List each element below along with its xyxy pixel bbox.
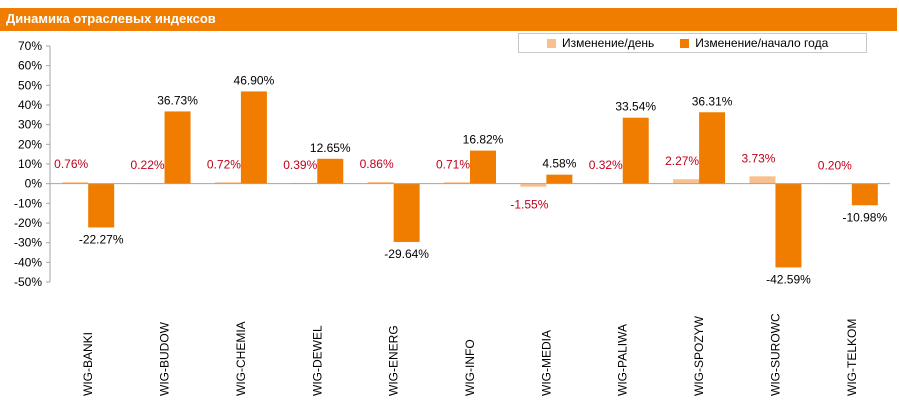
chart-title-bar: Динамика отраслевых индексов — [0, 8, 897, 31]
data-label-ytd: 36.31% — [692, 94, 733, 108]
data-label-daily: 0.22% — [131, 158, 165, 172]
y-tick-label: 20% — [18, 137, 42, 151]
legend-swatch-ytd — [680, 38, 690, 48]
x-tick-label: WIG-SUROWC — [768, 313, 782, 396]
x-tick-label: WIG-BANKI — [81, 332, 95, 396]
y-tick-label: -40% — [14, 255, 42, 269]
x-tick-label: WIG-TELKOM — [845, 319, 859, 396]
data-label-daily: 0.32% — [589, 158, 623, 172]
x-tick-label: WIG-DEWEL — [310, 325, 324, 396]
data-label-daily: 0.39% — [283, 158, 317, 172]
data-label-daily: -1.55% — [510, 198, 548, 212]
data-label-daily: 3.73% — [741, 151, 775, 165]
legend: Изменение/день Изменение/начало года — [518, 33, 867, 53]
bar-daily — [673, 179, 700, 184]
y-tick-label: -30% — [14, 236, 42, 250]
y-tick-label: 40% — [18, 98, 42, 112]
bar-daily — [444, 182, 470, 184]
x-tick-label: WIG-INFO — [463, 339, 477, 396]
x-tick-label: WIG-ENERG — [387, 325, 401, 396]
y-tick-label: -20% — [14, 216, 42, 230]
bar-ytd — [775, 183, 802, 268]
data-label-daily: 0.86% — [360, 157, 394, 171]
legend-swatch-daily — [547, 38, 556, 48]
bar-ytd — [851, 183, 878, 206]
bar-ytd — [164, 111, 191, 184]
data-label-daily: 2.27% — [665, 154, 699, 168]
bar-ytd — [546, 174, 573, 184]
data-label-daily: 0.72% — [207, 157, 241, 171]
data-label-daily: 0.76% — [54, 157, 88, 171]
data-label-ytd: 12.65% — [310, 141, 351, 155]
x-tick-label: WIG-MEDIA — [539, 330, 553, 396]
data-label-ytd: -42.59% — [766, 272, 811, 286]
data-label-ytd: 36.73% — [157, 93, 198, 107]
data-label-ytd: 4.58% — [542, 157, 576, 171]
legend-item-ytd: Изменение/начало года — [680, 36, 828, 50]
data-label-ytd: -22.27% — [79, 232, 124, 246]
bar-ytd — [317, 158, 344, 184]
data-label-daily: 0.71% — [436, 157, 470, 171]
bar-ytd — [622, 117, 649, 184]
data-label-ytd: -10.98% — [842, 210, 887, 224]
y-tick-label: 0% — [25, 177, 43, 191]
bar-daily — [214, 182, 241, 184]
y-tick-label: 50% — [18, 78, 42, 92]
bar-ytd — [88, 183, 115, 228]
bar-ytd — [470, 150, 496, 184]
y-tick-label: 30% — [18, 118, 42, 132]
chart-title: Динамика отраслевых индексов — [6, 11, 216, 26]
bar-ytd — [393, 183, 420, 242]
bar-ytd — [699, 112, 726, 184]
x-tick-label: WIG-CHEMIA — [234, 321, 248, 396]
data-label-ytd: 16.82% — [463, 133, 504, 147]
y-tick-label: 70% — [18, 39, 42, 53]
y-tick-label: 60% — [18, 59, 42, 73]
bar-ytd — [240, 91, 267, 184]
bar-daily — [520, 183, 547, 187]
data-label-ytd: 46.90% — [234, 73, 275, 87]
y-tick-label: -50% — [14, 275, 42, 289]
data-label-daily: 0.20% — [818, 158, 852, 172]
x-tick-label: WIG-PALIWA — [616, 324, 630, 396]
y-tick-label: -10% — [14, 196, 42, 210]
y-tick-label: 10% — [18, 157, 42, 171]
bar-daily — [749, 176, 776, 184]
x-tick-label: WIG-BUDOW — [158, 321, 172, 396]
data-label-ytd: -29.64% — [384, 247, 429, 261]
bar-daily — [367, 181, 394, 184]
legend-label-ytd: Изменение/начало года — [695, 36, 829, 50]
bar-daily — [62, 182, 89, 184]
x-tick-label: WIG-SPOZYW — [692, 315, 706, 396]
legend-label-daily: Изменение/день — [562, 36, 655, 50]
data-label-ytd: 33.54% — [615, 100, 656, 114]
legend-item-daily: Изменение/день — [547, 36, 654, 50]
